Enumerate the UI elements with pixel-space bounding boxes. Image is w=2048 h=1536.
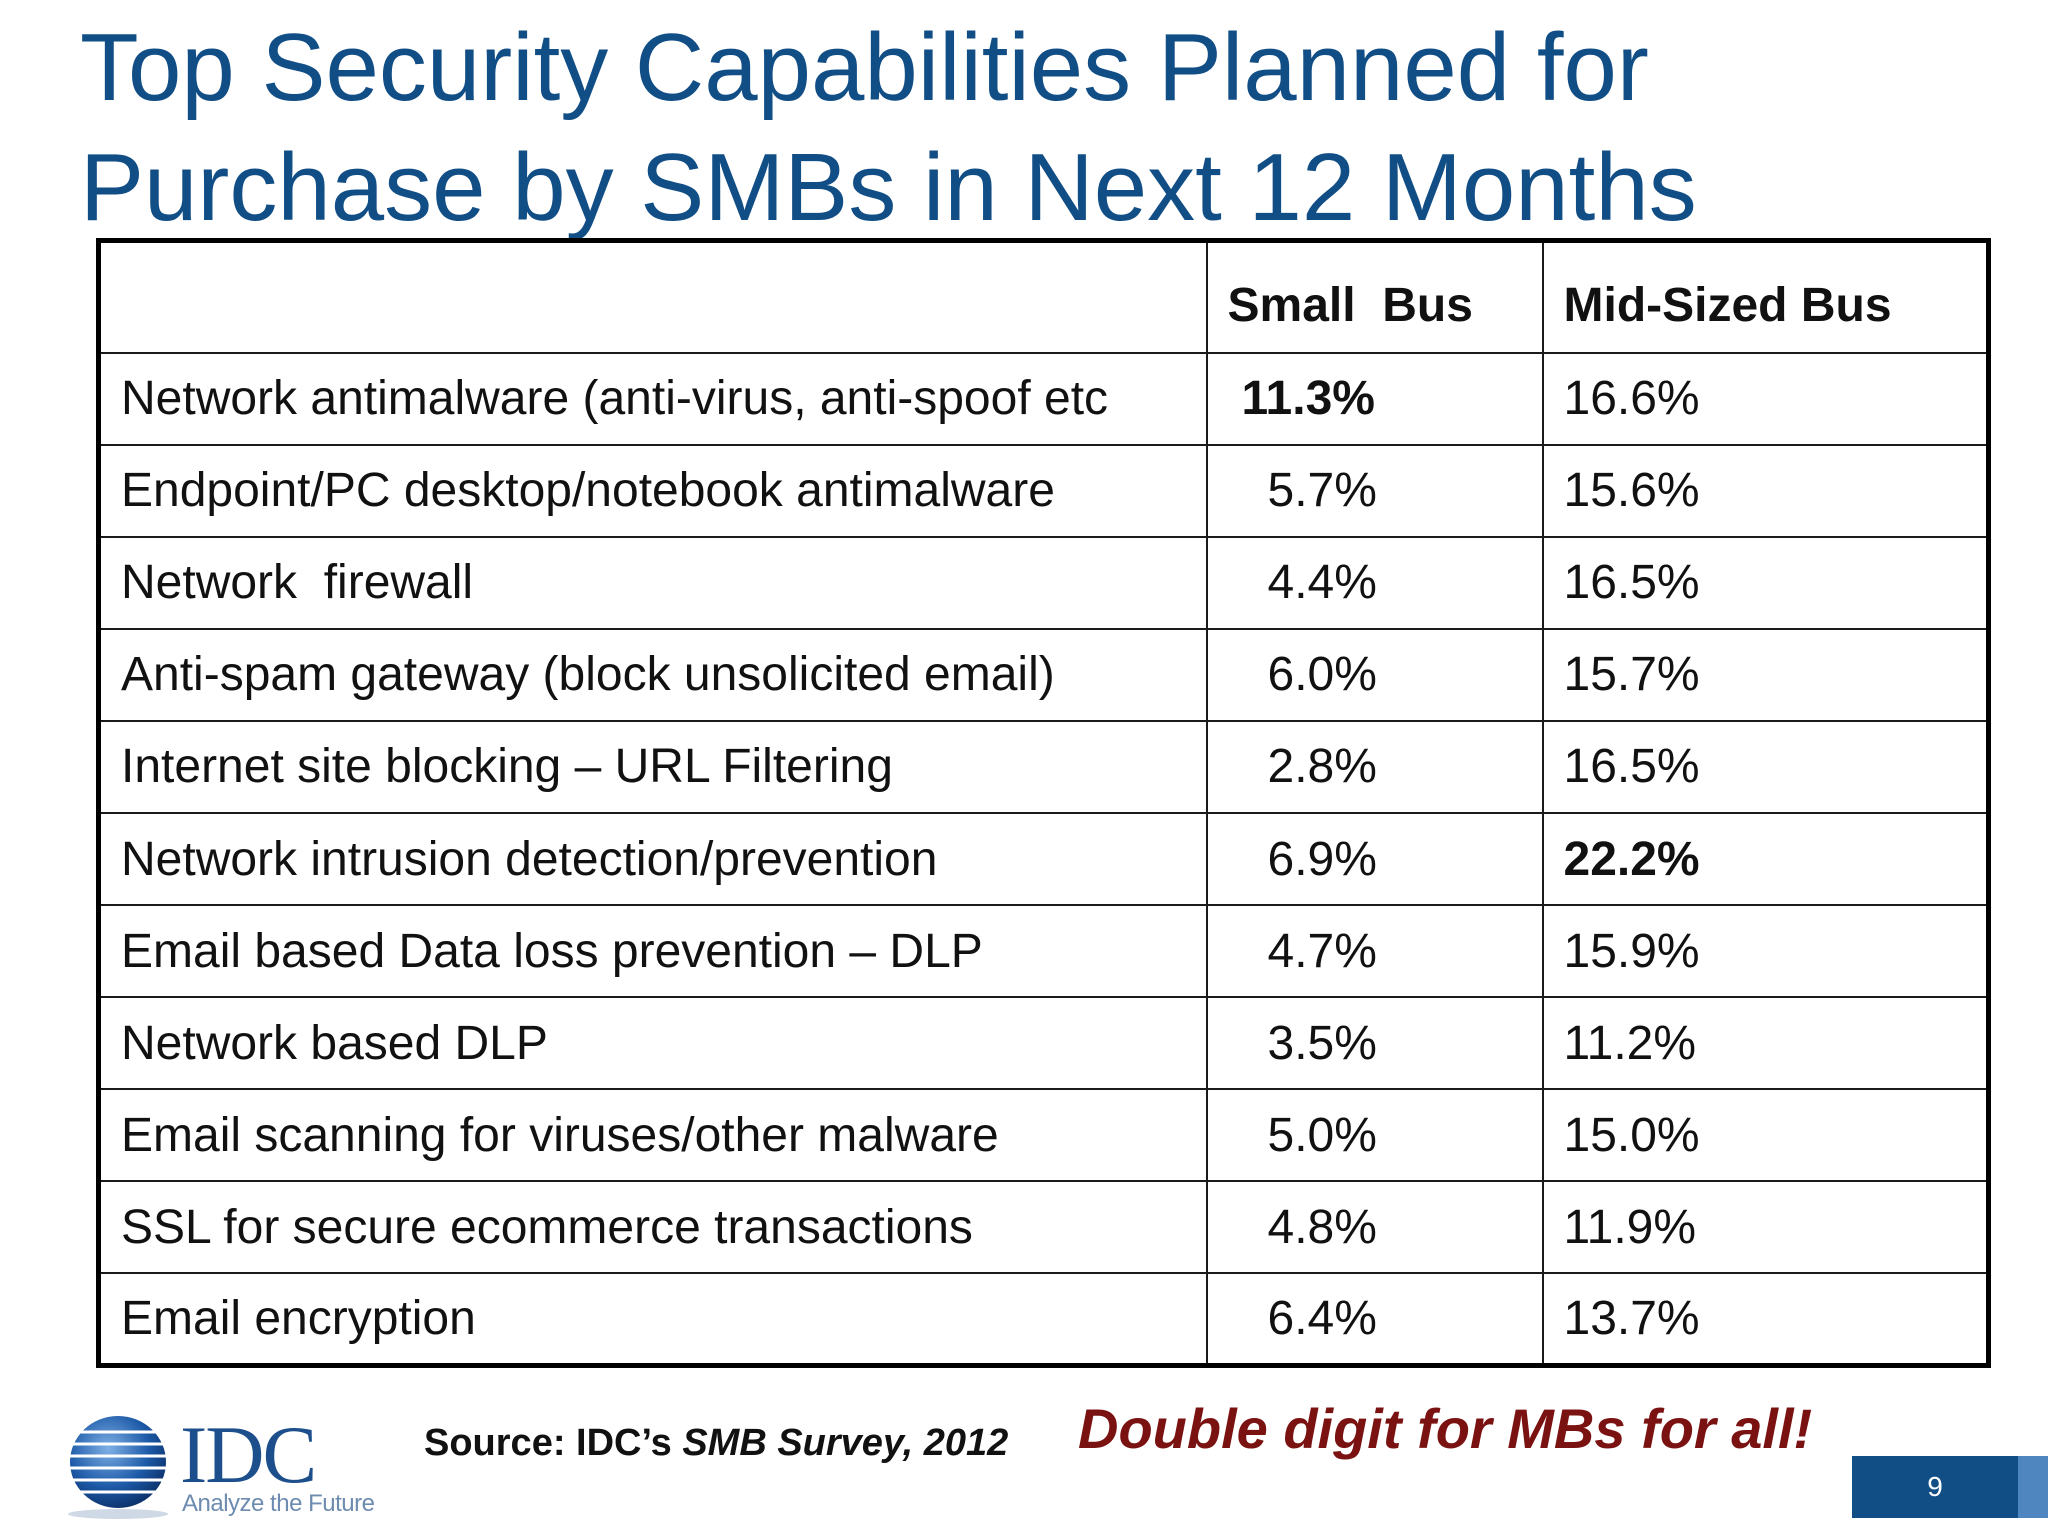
table-row: Network antimalware (anti-virus, anti-sp…	[97, 351, 1990, 446]
slide-title-line-2: Purchase by SMBs in Next 12 Months	[80, 134, 1697, 241]
small-bus-value: 2.8%	[1205, 719, 1544, 814]
row-label: Endpoint/PC desktop/notebook antimalware	[97, 443, 1208, 538]
header-label-blank	[97, 239, 1208, 354]
slide-title-line-1: Top Security Capabilities Planned for	[80, 14, 1649, 121]
table-row: Internet site blocking – URL Filtering 2…	[97, 719, 1990, 814]
idc-globe-icon	[58, 1416, 178, 1519]
small-bus-value: 11.3%	[1205, 351, 1544, 446]
mid-bus-value: 22.2%	[1541, 811, 1990, 907]
row-label: Internet site blocking – URL Filtering	[97, 719, 1208, 814]
small-bus-value: 4.8%	[1205, 1180, 1544, 1275]
callout-text: Double digit for MBs for all!	[1078, 1397, 1813, 1460]
mid-bus-value: 15.6%	[1541, 443, 1990, 538]
small-bus-value: 5.7%	[1205, 443, 1544, 538]
small-bus-value: 6.4%	[1205, 1272, 1544, 1367]
mid-bus-value: 13.7%	[1541, 1272, 1990, 1367]
row-label: Network antimalware (anti-virus, anti-sp…	[97, 351, 1208, 446]
table-row: Email based Data loss prevention – DLP 4…	[97, 904, 1990, 999]
page-number-accent	[2018, 1456, 2048, 1518]
row-label: Network firewall	[97, 535, 1208, 630]
small-bus-value: 5.0%	[1205, 1088, 1544, 1183]
slide-title: Top Security Capabilities Planned for Pu…	[80, 8, 1980, 248]
table-row: Network intrusion detection/prevention 6…	[97, 811, 1990, 907]
small-bus-value: 4.7%	[1205, 904, 1544, 999]
table-row: Network firewall 4.4% 16.5%	[97, 535, 1990, 630]
small-bus-value: 4.4%	[1205, 535, 1544, 630]
small-bus-value: 6.0%	[1205, 627, 1544, 722]
header-mid-sized-bus: Mid-Sized Bus	[1541, 239, 1990, 354]
mid-bus-value: 16.5%	[1541, 535, 1990, 630]
mid-bus-value: 11.2%	[1541, 996, 1990, 1091]
mid-bus-value: 15.0%	[1541, 1088, 1990, 1183]
row-label: Email scanning for viruses/other malware	[97, 1088, 1208, 1183]
source-survey-name: SMB Survey, 2012	[682, 1422, 1009, 1464]
row-label: Network intrusion detection/prevention	[97, 811, 1208, 907]
small-bus-value: 3.5%	[1205, 996, 1544, 1091]
capabilities-table: Small Bus Mid-Sized Bus Network antimalw…	[96, 238, 1991, 1368]
row-label: Network based DLP	[97, 996, 1208, 1091]
mid-bus-value: 15.7%	[1541, 627, 1990, 722]
table-row: Endpoint/PC desktop/notebook antimalware…	[97, 443, 1990, 538]
idc-logo-text: IDC	[180, 1409, 317, 1500]
idc-logo-tagline: Analyze the Future	[182, 1490, 375, 1517]
table-row: Anti-spam gateway (block unsolicited ema…	[97, 627, 1990, 722]
row-label: Email encryption	[97, 1272, 1208, 1367]
row-label: Email based Data loss prevention – DLP	[97, 904, 1208, 999]
table-row: Email encryption 6.4% 13.7%	[97, 1272, 1990, 1367]
small-bus-value: 6.9%	[1205, 811, 1544, 907]
table-row: Email scanning for viruses/other malware…	[97, 1088, 1990, 1183]
table-row: SSL for secure ecommerce transactions 4.…	[97, 1180, 1990, 1275]
page-number: 9	[1852, 1456, 2018, 1518]
mid-bus-value: 11.9%	[1541, 1180, 1990, 1275]
row-label: SSL for secure ecommerce transactions	[97, 1180, 1208, 1275]
mid-bus-value: 15.9%	[1541, 904, 1990, 999]
table-row: Network based DLP 3.5% 11.2%	[97, 996, 1990, 1091]
mid-bus-value: 16.6%	[1541, 351, 1990, 446]
row-label: Anti-spam gateway (block unsolicited ema…	[97, 627, 1208, 722]
mid-bus-value: 16.5%	[1541, 719, 1990, 814]
header-small-bus: Small Bus	[1205, 239, 1544, 354]
source-note: Source: IDC’s SMB Survey, 2012	[424, 1422, 1008, 1465]
table-header-row: Small Bus Mid-Sized Bus	[97, 239, 1990, 354]
source-prefix: Source: IDC’s	[424, 1422, 683, 1464]
